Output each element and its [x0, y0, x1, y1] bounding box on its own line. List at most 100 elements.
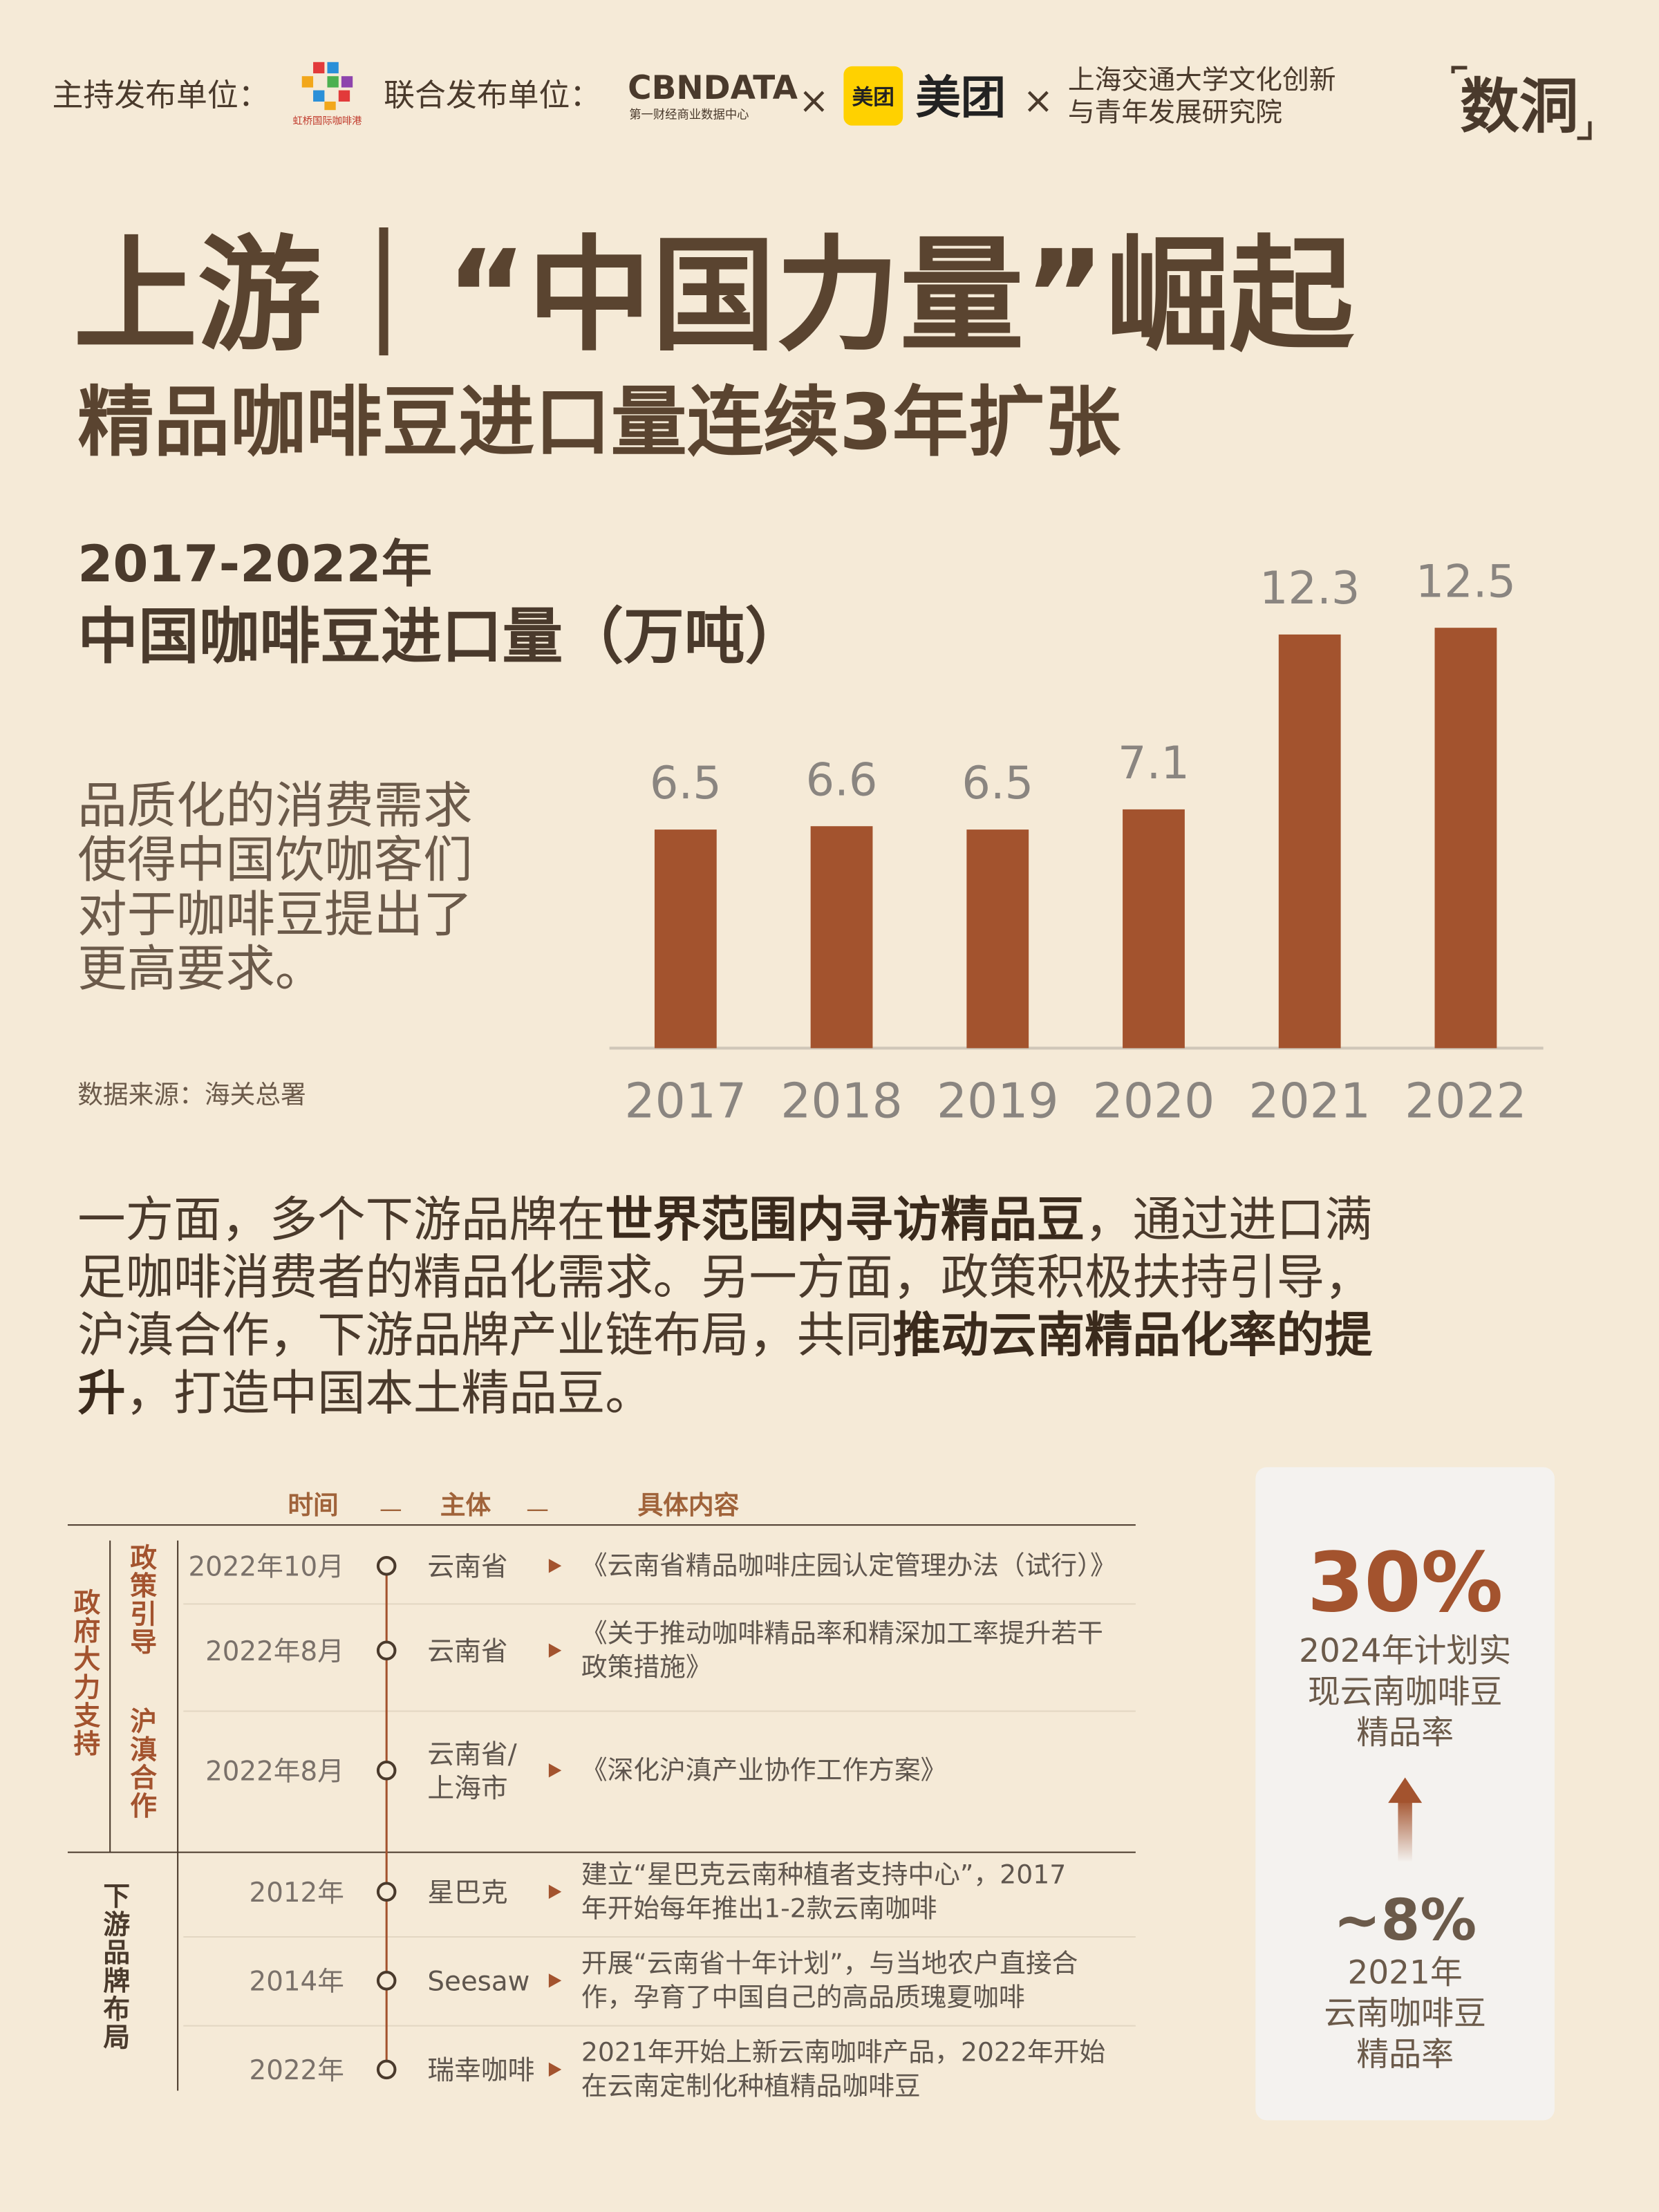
timeline-entity: 瑞幸咖啡: [427, 2055, 534, 2086]
timeline-arrow: [548, 2062, 562, 2077]
x-tick-label: 2022: [1405, 1074, 1527, 1129]
stat-value: 30%: [1307, 1535, 1503, 1631]
timeline-node: [376, 1971, 397, 1991]
bar: [810, 826, 873, 1049]
timeline-arrow: [548, 1763, 562, 1778]
timeline-time: 2022年8月: [205, 1756, 344, 1788]
co-label: 联合发布单位：: [384, 77, 601, 113]
timeline-content: 年开始每年推出1-2款云南咖啡: [581, 1893, 937, 1923]
timeline-subgroup: 沪滇合作: [126, 1707, 157, 1819]
timeline-entity: Seesaw: [427, 1967, 529, 1998]
chart-description: 对于咖啡豆提出了: [77, 885, 472, 943]
chart-description: 品质化的消费需求: [77, 777, 472, 834]
timeline-header: 具体内容: [637, 1490, 739, 1520]
bar: [1123, 809, 1185, 1049]
timeline-time: 2014年: [250, 1967, 344, 1998]
timeline-content: 作，孕育了中国自己的高品质瑰夏咖啡: [581, 1982, 1025, 2012]
stat-label: 精品率: [1356, 2036, 1454, 2074]
bar: [1434, 628, 1497, 1049]
bold-text: 世界范围内寻访精品豆: [605, 1192, 1085, 1248]
x-tick-label: 2021: [1248, 1074, 1371, 1129]
bold-text: 升: [77, 1366, 125, 1421]
timeline-arrow: [548, 1884, 562, 1899]
bar: [654, 830, 717, 1049]
timeline-content: 《关于推动咖啡精品率和精深加工率提升若干: [581, 1618, 1103, 1649]
meituan-icon-text: 美团: [852, 85, 894, 110]
value-label: 12.5: [1416, 555, 1516, 608]
text: ，打造中国本土精品豆。: [126, 1366, 653, 1421]
paragraph-line: 升，打造中国本土精品豆。: [77, 1366, 653, 1421]
text: 足咖啡消费者的精品化需求。另一方面，政策积极扶持引导，: [77, 1250, 1372, 1305]
timeline-group: 政府大力支持: [69, 1588, 100, 1758]
text: 沪滇合作，下游品牌产业链布局，共同: [77, 1308, 892, 1363]
text: ，通过进口满: [1085, 1192, 1372, 1248]
x-tick-label: 2017: [625, 1074, 747, 1129]
stats-arrow: [1388, 1777, 1423, 1862]
value-label: 7.1: [1118, 737, 1190, 789]
timeline-entity: 云南省/: [427, 1739, 517, 1770]
timeline-content: 2021年开始上新云南咖啡产品，2022年开始: [581, 2037, 1105, 2068]
value-label: 6.5: [962, 757, 1033, 809]
partner-cbndata: CBNDATA: [628, 69, 798, 107]
separator: ×: [1023, 79, 1053, 122]
paragraph-line: 一方面，多个下游品牌在世界范围内寻访精品豆，通过进口满: [77, 1192, 1372, 1248]
chart-source: 数据来源：海关总署: [77, 1080, 306, 1109]
timeline-entity: 上海市: [427, 1773, 507, 1804]
timeline-frame: [67, 1524, 1136, 2091]
stat-label: 现云南咖啡豆: [1308, 1673, 1503, 1711]
host-logo: [301, 62, 353, 111]
timeline-time: 2022年10月: [188, 1552, 344, 1583]
chart-title: 2017-2022年: [77, 535, 432, 594]
timeline-content: 《云南省精品咖啡庄园认定管理办法（试行）》: [581, 1550, 1116, 1581]
timeline-node: [376, 1640, 397, 1661]
partner-meituan: 美团: [915, 71, 1006, 124]
timeline-content: 建立“星巴克云南种植者支持中心”，2017: [581, 1859, 1066, 1889]
timeline-entity: 星巴克: [427, 1877, 507, 1909]
x-tick-label: 2018: [780, 1074, 903, 1129]
stat-label: 2021年: [1347, 1953, 1462, 1991]
timeline-subgroup: 政策引导: [126, 1544, 157, 1656]
timeline-node: [376, 1882, 397, 1902]
timeline-time: 2022年: [250, 2055, 344, 2086]
separator: ×: [798, 79, 829, 122]
stat-value: ~8%: [1333, 1888, 1477, 1953]
host-logo-text: 虹桥国际咖啡港: [293, 115, 362, 127]
timeline-node: [376, 1760, 397, 1781]
timeline-arrow: [548, 1643, 562, 1658]
timeline-time: 2012年: [250, 1877, 344, 1909]
timeline-arrow: [548, 1974, 562, 1988]
stat-label: 2024年计划实: [1299, 1632, 1511, 1670]
value-label: 6.6: [806, 753, 878, 806]
brand-logo: 数洞: [1460, 73, 1578, 142]
timeline-content: 《深化沪滇产业协作工作方案》: [581, 1754, 947, 1785]
paragraph-line: 沪滇合作，下游品牌产业链布局，共同推动云南精品化率的提: [77, 1308, 1373, 1363]
timeline-header: 时间: [288, 1490, 338, 1520]
timeline-content: 在云南定制化种植精品咖啡豆: [581, 2071, 921, 2101]
timeline-entity: 云南省: [427, 1636, 507, 1667]
partner-sjtu: 与青年发展研究院: [1068, 97, 1282, 129]
timeline-time: 2022年8月: [205, 1636, 344, 1667]
x-tick-label: 2020: [1093, 1074, 1215, 1129]
bar: [966, 830, 1029, 1049]
timeline-node: [376, 2059, 397, 2080]
brand-brackets: [1451, 66, 1592, 140]
timeline-group: 下游品牌布局: [99, 1882, 130, 2051]
partner-sjtu: 上海交通大学文化创新: [1068, 65, 1336, 96]
paragraph-line: 足咖啡消费者的精品化需求。另一方面，政策积极扶持引导，: [77, 1250, 1372, 1305]
bold-text: 推动云南精品化率的提: [893, 1308, 1373, 1363]
timeline-header-separator: —: [526, 1496, 549, 1522]
value-label: 6.5: [650, 757, 722, 809]
partner-cbndata-sub: 第一财经商业数据中心: [629, 108, 749, 122]
chart-subtitle: 中国咖啡豆进口量（万吨）: [77, 601, 805, 672]
timeline-arrow: [548, 1559, 562, 1573]
timeline-node: [376, 1556, 397, 1576]
main-subtitle: 精品咖啡豆进口量连续3年扩张: [77, 378, 1121, 467]
timeline-content: 政策措施》: [581, 1651, 712, 1682]
meituan-icon: [843, 66, 903, 126]
timeline-header: 主体: [440, 1490, 491, 1520]
host-label: 主持发布单位：: [53, 77, 270, 113]
text: 一方面，多个下游品牌在: [77, 1192, 605, 1248]
main-title: 上游｜“中国力量”崛起: [73, 224, 1355, 368]
